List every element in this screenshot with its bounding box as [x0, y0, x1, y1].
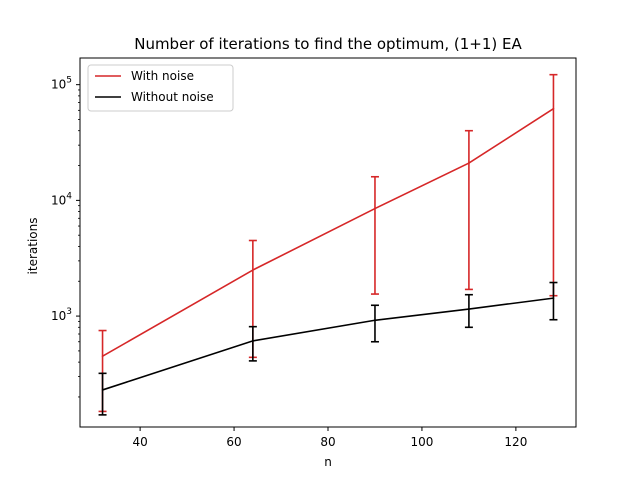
- data-point: [101, 355, 104, 358]
- series-line: [102, 108, 554, 357]
- legend-label: Without noise: [131, 90, 214, 104]
- legend-box: [87, 64, 234, 112]
- data-point: [552, 297, 555, 299]
- data-point: [252, 340, 254, 342]
- data-point: [252, 269, 254, 271]
- x-tick-label: 80: [320, 435, 335, 449]
- chart-title: Number of iterations to find the optimum…: [134, 35, 522, 53]
- y-axis-ticks: 103 104 105: [51, 76, 80, 398]
- axes-frame: [79, 57, 577, 428]
- series-line: [102, 297, 554, 391]
- y-axis-label: iterations: [26, 218, 40, 275]
- series-0: [98, 73, 558, 413]
- data-point: [552, 107, 555, 110]
- legend: With noise Without noise: [87, 64, 234, 112]
- data-point: [468, 308, 470, 310]
- x-tick-label: 40: [132, 435, 147, 449]
- series-1: [98, 281, 558, 416]
- x-axis-label: n: [324, 455, 332, 469]
- plot-area: [98, 73, 558, 416]
- data-point: [468, 162, 470, 164]
- data-point: [101, 389, 104, 391]
- y-tick-label: 103: [51, 307, 72, 323]
- x-tick-label: 120: [504, 435, 527, 449]
- legend-label: With noise: [131, 69, 194, 83]
- data-point: [374, 207, 376, 210]
- y-tick-label: 104: [51, 191, 72, 207]
- y-tick-label: 105: [51, 76, 72, 92]
- x-tick-label: 100: [410, 435, 433, 449]
- x-axis-ticks: 40 60 80 100 120: [132, 427, 527, 449]
- data-point: [374, 319, 376, 322]
- x-tick-label: 60: [226, 435, 241, 449]
